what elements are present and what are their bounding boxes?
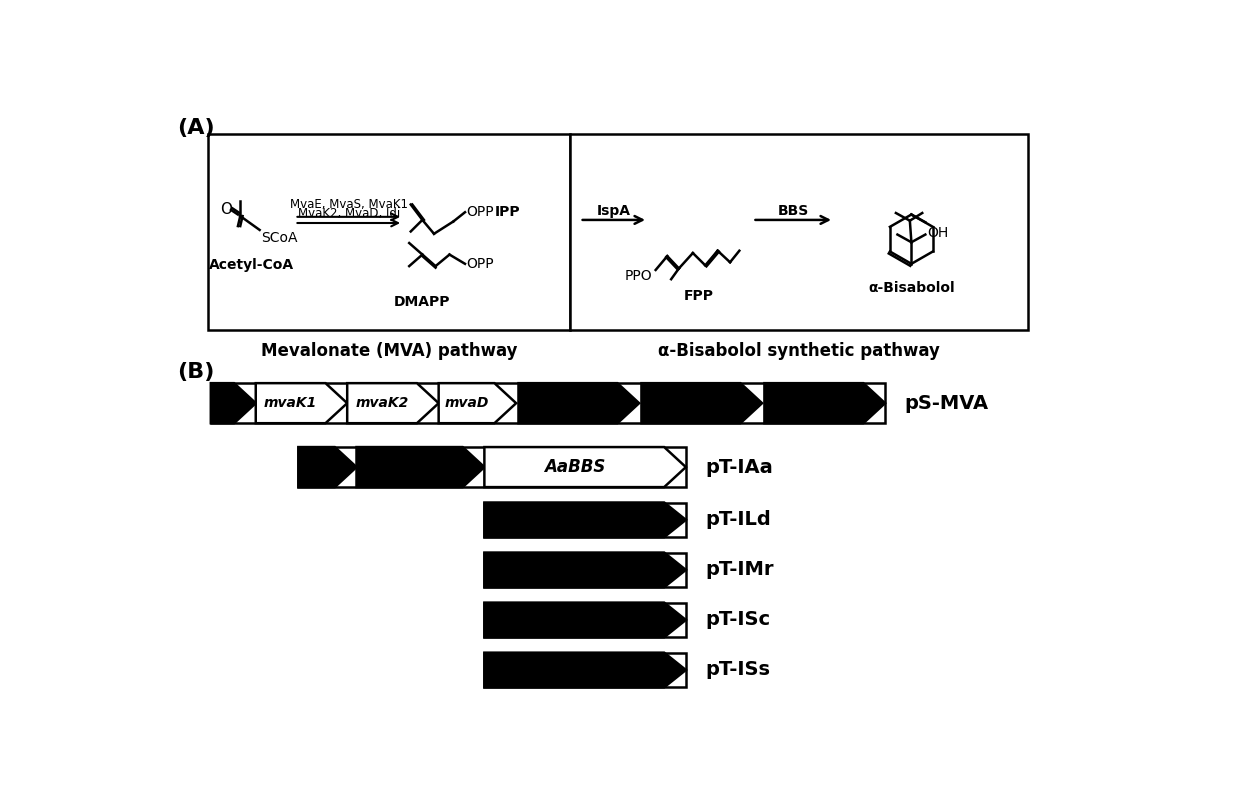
- Bar: [299, 447, 686, 487]
- Text: OPP: OPP: [466, 257, 495, 271]
- Text: SCoA: SCoA: [262, 231, 298, 246]
- Text: OPP: OPP: [466, 206, 495, 219]
- Text: mvaD: mvaD: [444, 397, 489, 410]
- Bar: [485, 603, 686, 638]
- Polygon shape: [347, 383, 439, 423]
- Polygon shape: [485, 603, 686, 638]
- Text: DMAPP: DMAPP: [394, 295, 450, 309]
- Bar: [485, 502, 686, 537]
- Text: (A): (A): [176, 118, 215, 139]
- Text: pT-IMr: pT-IMr: [706, 560, 774, 580]
- Text: α-Bisabolol: α-Bisabolol: [868, 280, 955, 295]
- Text: BBS: BBS: [777, 204, 808, 218]
- Text: AaBBS: AaBBS: [543, 458, 605, 476]
- Bar: [207, 134, 570, 330]
- Bar: [485, 553, 686, 588]
- Text: MvaE, MvaS, MvaK1: MvaE, MvaS, MvaK1: [290, 198, 408, 211]
- Text: pT-ILd: pT-ILd: [706, 510, 771, 530]
- Text: mvaK2: mvaK2: [356, 397, 409, 410]
- Polygon shape: [485, 447, 686, 487]
- Text: mvaK1: mvaK1: [264, 397, 317, 410]
- Text: pT-ISc: pT-ISc: [706, 610, 770, 629]
- Polygon shape: [485, 653, 686, 688]
- Text: Mevalonate (MVA) pathway: Mevalonate (MVA) pathway: [260, 343, 517, 360]
- Polygon shape: [485, 553, 686, 588]
- Bar: [485, 653, 686, 688]
- Polygon shape: [255, 383, 347, 423]
- Text: FPP: FPP: [683, 289, 713, 303]
- Polygon shape: [641, 383, 763, 423]
- Text: Acetyl-CoA: Acetyl-CoA: [210, 259, 294, 272]
- Text: IPP: IPP: [495, 206, 520, 219]
- Text: (B): (B): [176, 363, 215, 382]
- Text: pS-MVA: pS-MVA: [904, 393, 988, 413]
- Bar: [211, 383, 885, 423]
- Text: MvaK2, MvaD, Idi: MvaK2, MvaD, Idi: [298, 207, 399, 220]
- Text: O: O: [221, 202, 232, 218]
- Text: PPO: PPO: [624, 269, 652, 283]
- Polygon shape: [357, 447, 485, 487]
- Text: α-Bisabolol synthetic pathway: α-Bisabolol synthetic pathway: [658, 343, 940, 360]
- Polygon shape: [518, 383, 639, 423]
- Text: IspA: IspA: [596, 204, 631, 218]
- Text: pT-IAa: pT-IAa: [706, 458, 773, 476]
- Polygon shape: [299, 447, 357, 487]
- Polygon shape: [485, 502, 686, 537]
- Polygon shape: [764, 383, 885, 423]
- Bar: [570, 134, 1028, 330]
- Text: OH: OH: [926, 226, 949, 240]
- Polygon shape: [439, 383, 516, 423]
- Text: pT-ISs: pT-ISs: [706, 660, 770, 679]
- Polygon shape: [211, 383, 255, 423]
